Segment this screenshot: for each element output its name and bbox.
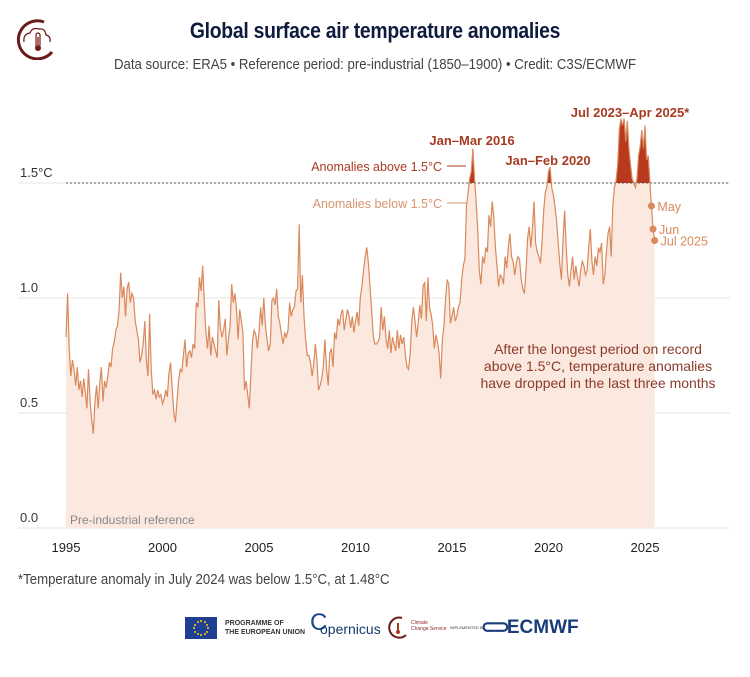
ecmwf-mark-icon: ⊂⊃ (481, 617, 510, 638)
eu-line-1: PROGRAMME OF (225, 620, 284, 627)
eu-star-icon (207, 627, 209, 629)
c3s-line-2: Change Service (411, 626, 447, 632)
eu-star-icon (200, 634, 202, 636)
chart-area: 0.0 0.5 1.0 1.5°C 1995 2000 2005 2010 2015 2020 2… (18, 105, 730, 555)
eu-star-icon (206, 630, 209, 633)
chart-subtitle: Data source: ERA5 • Reference period: pr… (113, 56, 637, 73)
annotation-pre-industrial: Pre-industrial reference (70, 513, 195, 527)
x-tick-label: 1995 (52, 540, 81, 555)
annotation-jan-feb-2020: Jan–Feb 2020 (505, 153, 590, 168)
callout-line: After the longest period on record (494, 341, 702, 357)
y-tick-label: 1.0 (20, 280, 38, 295)
eu-star-icon (193, 623, 196, 626)
ecmwf-wordmark: ECMWF (506, 617, 579, 638)
x-tick-label: 2005 (245, 540, 274, 555)
area-fill-above-threshold (469, 118, 650, 183)
footnote: *Temperature anomaly in July 2024 was be… (18, 571, 390, 588)
highlight-point-label: May (657, 200, 681, 214)
c3s-line-1: Climate (411, 620, 428, 626)
eu-star-icon (196, 633, 199, 636)
copernicus-c-mark: C (310, 609, 328, 636)
highlight-point (651, 237, 659, 244)
x-tick-label: 2010 (341, 540, 370, 555)
x-tick-label: 2000 (148, 540, 177, 555)
eu-programme-text: PROGRAMME OF THE EUROPEAN UNION (225, 619, 305, 637)
callout-line: above 1.5°C, temperature anomalies (484, 358, 712, 374)
highlight-point-label: Jun (659, 223, 679, 237)
highlight-point (649, 225, 657, 233)
x-tick-label: 2020 (534, 540, 563, 555)
series-line (65, 118, 656, 434)
c3s-logo-icon (388, 616, 407, 639)
c3s-text: Climate Change Service (411, 620, 447, 632)
eu-star-icon (193, 630, 196, 633)
eu-star-icon (203, 620, 206, 623)
y-tick-label: 0.5 (20, 395, 38, 410)
annotation-jan-mar-2016: Jan–Mar 2016 (429, 133, 514, 148)
eu-star-icon (196, 620, 199, 623)
y-tick-label: 0.0 (20, 510, 38, 525)
annotation-above-1-5: Anomalies above 1.5°C (311, 160, 442, 174)
eu-flag-icon (185, 617, 217, 639)
x-tick-label: 2015 (438, 540, 467, 555)
eu-star-icon (200, 620, 202, 622)
chart-title: Global surface air temperature anomalies (189, 18, 561, 43)
eu-line-2: THE EUROPEAN UNION (225, 629, 306, 636)
annotation-jul2023-apr2025: Jul 2023–Apr 2025* (571, 105, 690, 120)
copernicus-wordmark: opernicus (320, 621, 381, 637)
annotation-below-1-5: Anomalies below 1.5°C (313, 197, 442, 211)
eu-star-icon (206, 623, 209, 626)
implemented-by-text: IMPLEMENTED BY (450, 625, 486, 630)
climate-thermometer-icon (16, 19, 54, 60)
highlight-point (647, 202, 655, 210)
eu-star-icon (203, 633, 206, 636)
x-tick-label: 2025 (631, 540, 660, 555)
ecmwf-logo: ⊂⊃ECMWF (481, 616, 579, 639)
callout-line: have dropped in the last three months (480, 375, 715, 391)
highlight-point-label: Jul 2025 (661, 235, 708, 249)
area-fill-below-threshold (66, 183, 655, 528)
eu-star-icon (193, 627, 195, 629)
y-tick-label: 1.5°C (20, 165, 53, 180)
